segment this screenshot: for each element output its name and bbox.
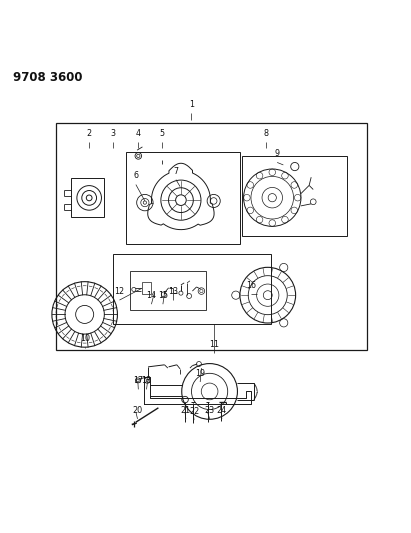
Text: 23: 23: [205, 406, 215, 415]
Bar: [126, 152, 240, 244]
Bar: [130, 271, 206, 310]
Text: 18: 18: [141, 376, 152, 385]
Text: 9708 3600: 9708 3600: [13, 71, 83, 84]
Bar: [56, 123, 367, 351]
Text: 1: 1: [189, 100, 194, 109]
Text: 5: 5: [159, 130, 164, 138]
Text: 22: 22: [189, 407, 199, 416]
Text: 3: 3: [110, 130, 115, 138]
Text: 11: 11: [209, 340, 219, 349]
Bar: [71, 179, 104, 217]
Text: 24: 24: [217, 406, 227, 415]
Text: 4: 4: [136, 130, 141, 138]
Text: 6: 6: [133, 172, 139, 181]
Text: 13: 13: [168, 287, 178, 296]
Text: 12: 12: [114, 287, 125, 296]
Text: 19: 19: [195, 369, 205, 378]
Text: 16: 16: [246, 281, 256, 290]
Text: 10: 10: [80, 334, 90, 343]
Text: 17: 17: [133, 376, 143, 385]
Bar: [242, 156, 347, 236]
Text: 9: 9: [275, 149, 280, 158]
Text: 21: 21: [181, 406, 191, 415]
Text: 15: 15: [158, 291, 168, 300]
Bar: [142, 282, 151, 294]
Bar: [113, 254, 271, 324]
Text: 14: 14: [146, 291, 157, 300]
Text: 20: 20: [132, 406, 143, 415]
Text: 2: 2: [86, 130, 91, 138]
Text: 8: 8: [263, 130, 269, 138]
Text: 7: 7: [173, 167, 178, 175]
